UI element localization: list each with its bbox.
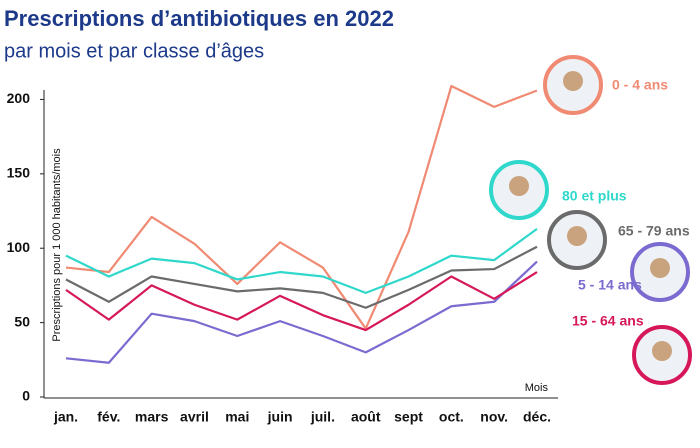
y-tick-label: 50 xyxy=(14,313,30,329)
y-tick-label: 150 xyxy=(7,165,31,181)
x-tick-label: nov. xyxy=(480,409,508,425)
y-axis-label: Prescriptions pour 1 000 habitants/mois xyxy=(51,148,63,342)
legend-label: 15 - 64 ans xyxy=(572,313,644,329)
x-tick-label: jan. xyxy=(53,409,78,425)
x-tick-label: août xyxy=(351,409,381,425)
legend-icon-face xyxy=(650,258,670,278)
x-tick-label: mars xyxy=(135,409,169,425)
x-tick-label: sept xyxy=(394,409,423,425)
series-line xyxy=(65,271,538,332)
legend-icon-face xyxy=(509,176,529,196)
legend-icon-face xyxy=(567,226,587,246)
series-line xyxy=(65,227,538,294)
legend-label: 80 et plus xyxy=(562,188,627,204)
legend-icon-face xyxy=(652,341,672,361)
y-tick-label: 0 xyxy=(22,388,30,404)
chart-subtitle: par mois et par classe d’âges xyxy=(4,40,264,62)
series-line xyxy=(65,245,538,309)
chart-title: Prescriptions d’antibiotiques en 2022 xyxy=(4,6,394,31)
y-tick-label: 200 xyxy=(7,90,31,106)
x-tick-label: déc. xyxy=(523,409,551,425)
x-tick-label: juin xyxy=(267,409,293,425)
y-tick-label: 100 xyxy=(7,239,31,255)
x-tick-label: fév. xyxy=(97,409,120,425)
series-line xyxy=(65,84,538,330)
x-tick-label: avril xyxy=(180,409,209,425)
legend-icon-face xyxy=(563,71,583,91)
legend-label: 5 - 14 ans xyxy=(578,277,642,293)
x-tick-label: juil. xyxy=(310,409,335,425)
x-tick-label: mai xyxy=(225,409,249,425)
legend-label: 65 - 79 ans xyxy=(618,223,690,239)
series-line xyxy=(65,260,538,364)
x-axis-label: Mois xyxy=(525,382,549,394)
legend-label: 0 - 4 ans xyxy=(612,77,668,93)
x-tick-label: oct. xyxy=(439,409,464,425)
